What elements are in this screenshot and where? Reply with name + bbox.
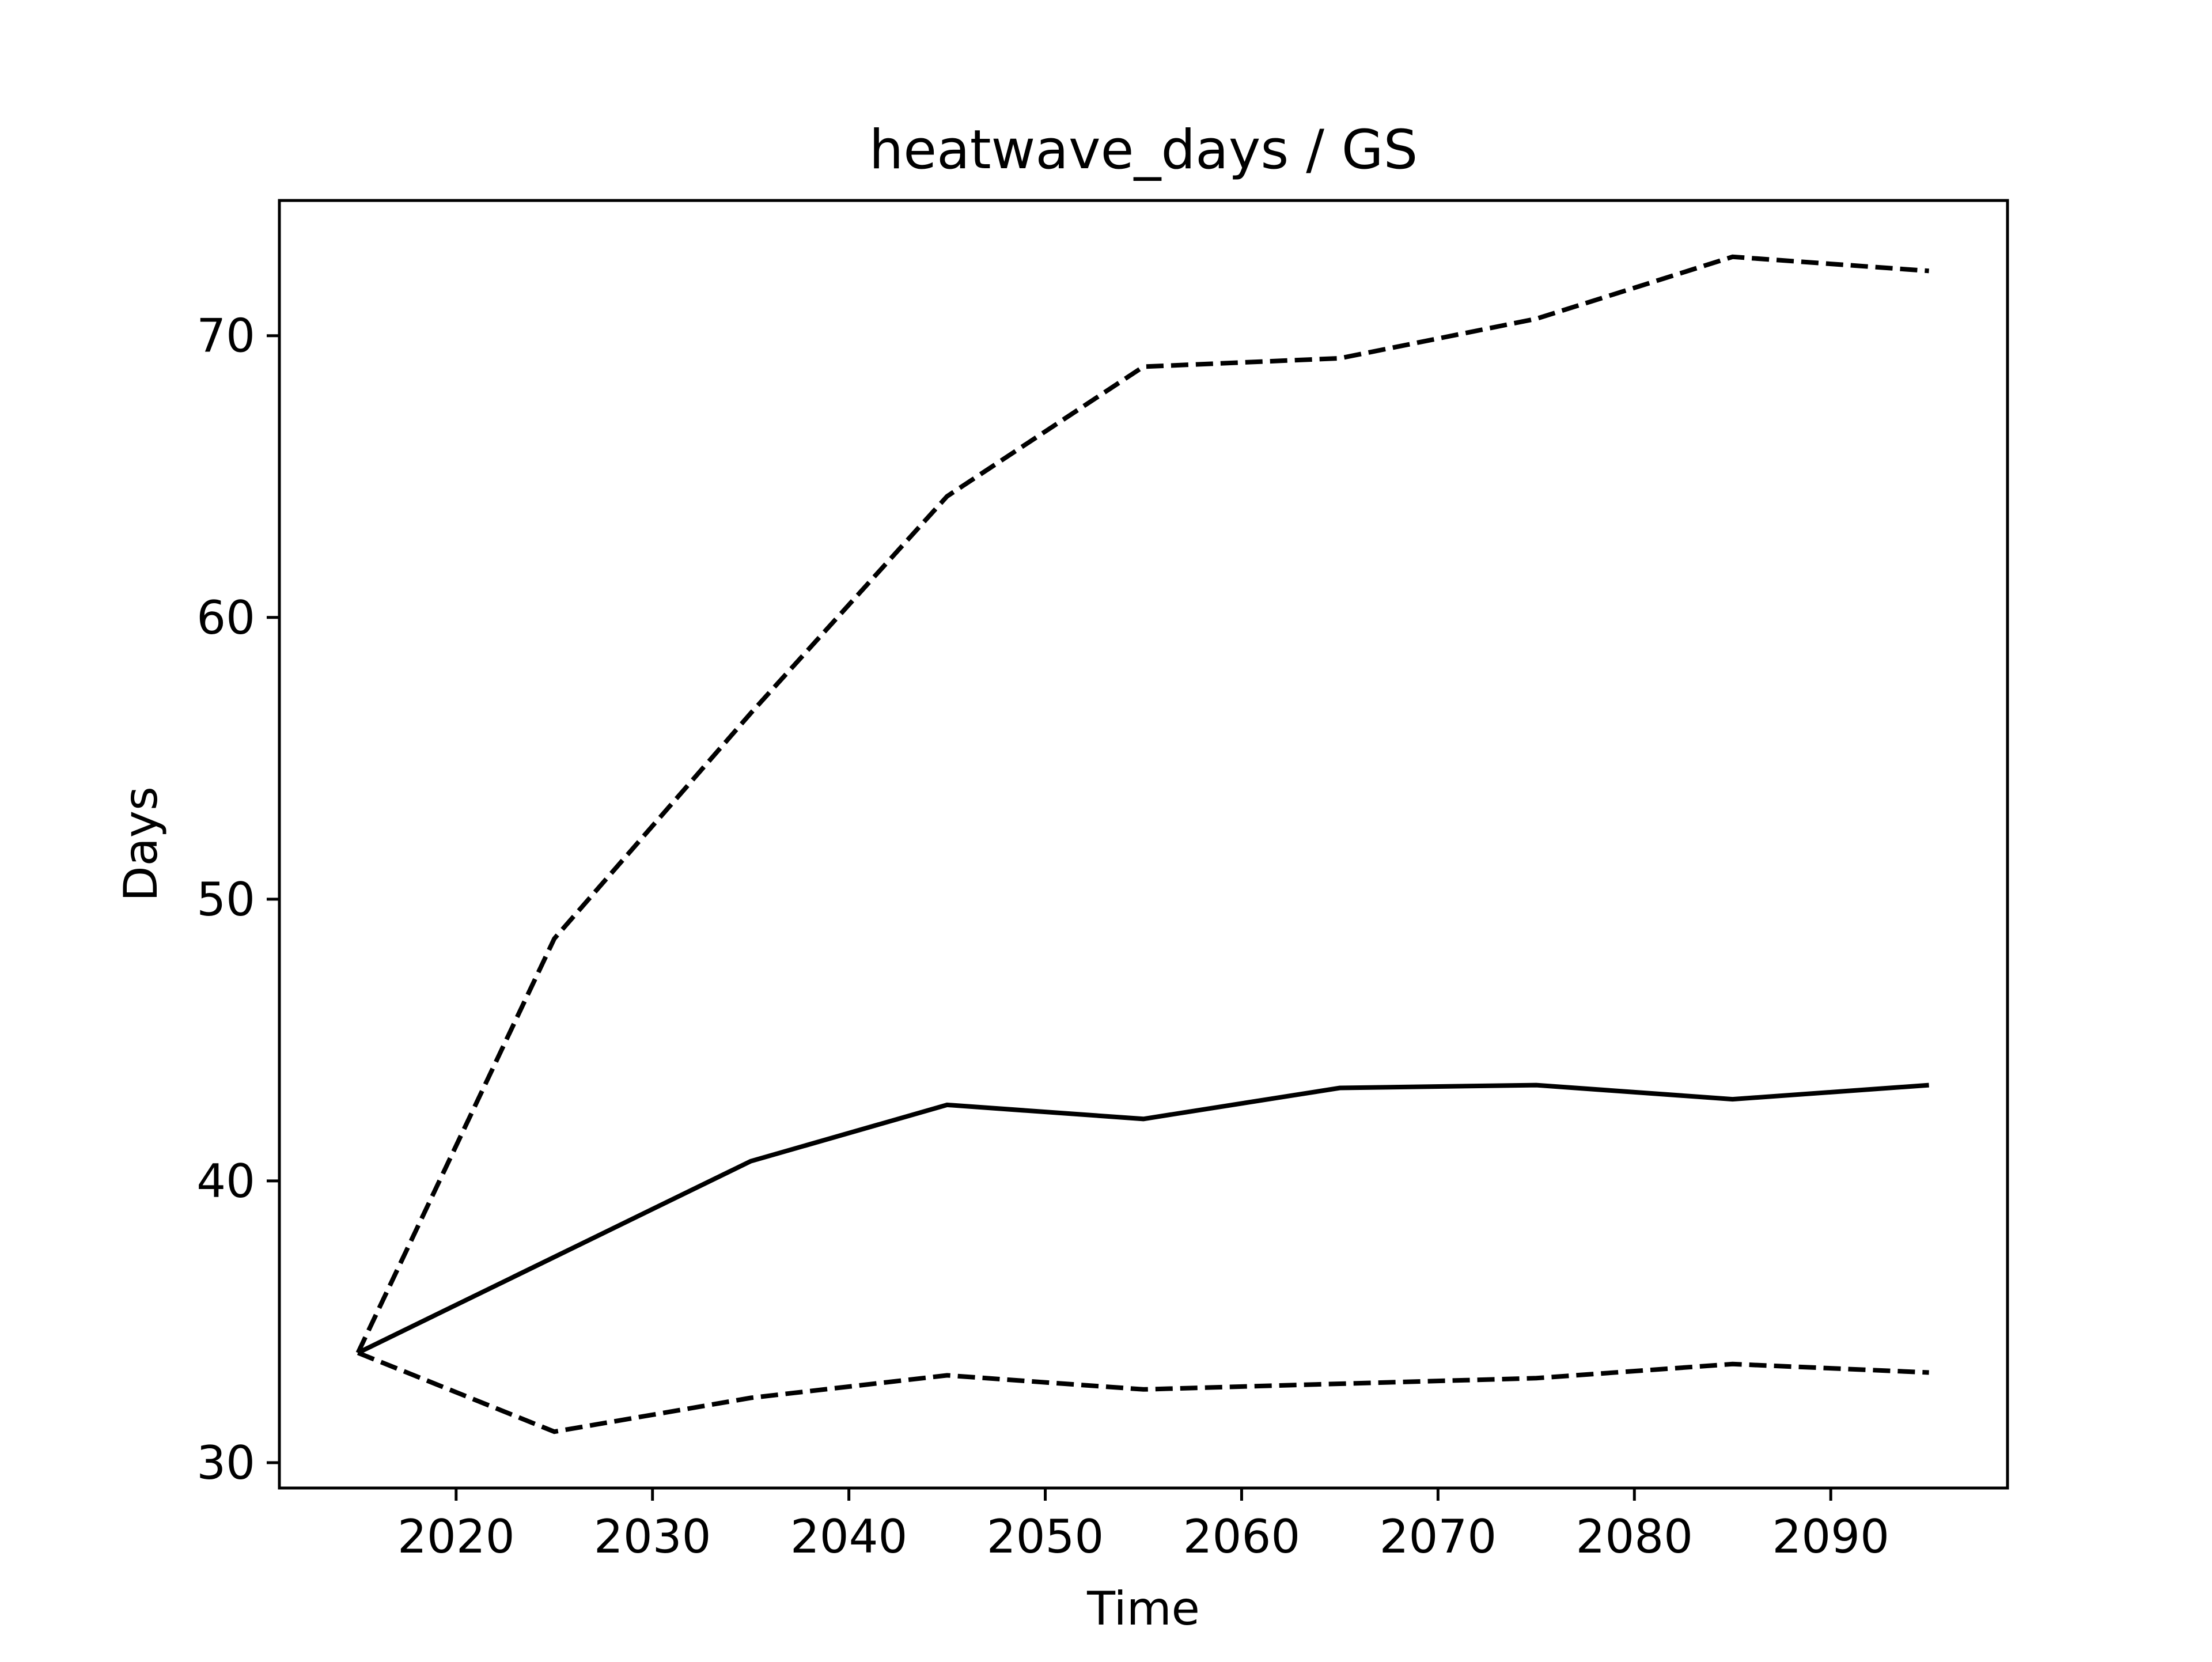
y-tick-label: 70 xyxy=(196,309,255,363)
chart-title: heatwave_days / GS xyxy=(869,119,1418,181)
series-line-3 xyxy=(357,1350,1929,1434)
x-tick-label: 2070 xyxy=(1380,1510,1497,1563)
x-axis-ticks: 2020 2030 2040 2050 2060 2070 2080 2090 xyxy=(397,1488,1889,1563)
y-axis-label: Days xyxy=(114,786,168,902)
x-tick-label: 2020 xyxy=(397,1510,515,1563)
x-tick-label: 2040 xyxy=(790,1510,908,1563)
x-axis-label: Time xyxy=(1086,1582,1200,1636)
series-line-1 xyxy=(355,254,1929,1354)
y-tick-label: 50 xyxy=(196,873,255,926)
series-line-2 xyxy=(357,1082,1929,1355)
plot-area-background xyxy=(279,200,2008,1488)
series-layer xyxy=(355,254,1929,1434)
plot-area-frame xyxy=(278,199,2009,1490)
x-tick-label: 2060 xyxy=(1183,1510,1301,1563)
x-tick-label: 2080 xyxy=(1575,1510,1693,1563)
y-axis-ticks: 30 40 50 60 70 xyxy=(196,309,279,1490)
x-tick-label: 2030 xyxy=(594,1510,711,1563)
y-tick-label: 30 xyxy=(196,1436,255,1490)
y-tick-label: 40 xyxy=(196,1154,255,1208)
x-tick-label: 2090 xyxy=(1772,1510,1889,1563)
y-tick-label: 60 xyxy=(196,591,255,645)
x-tick-label: 2050 xyxy=(987,1510,1104,1563)
